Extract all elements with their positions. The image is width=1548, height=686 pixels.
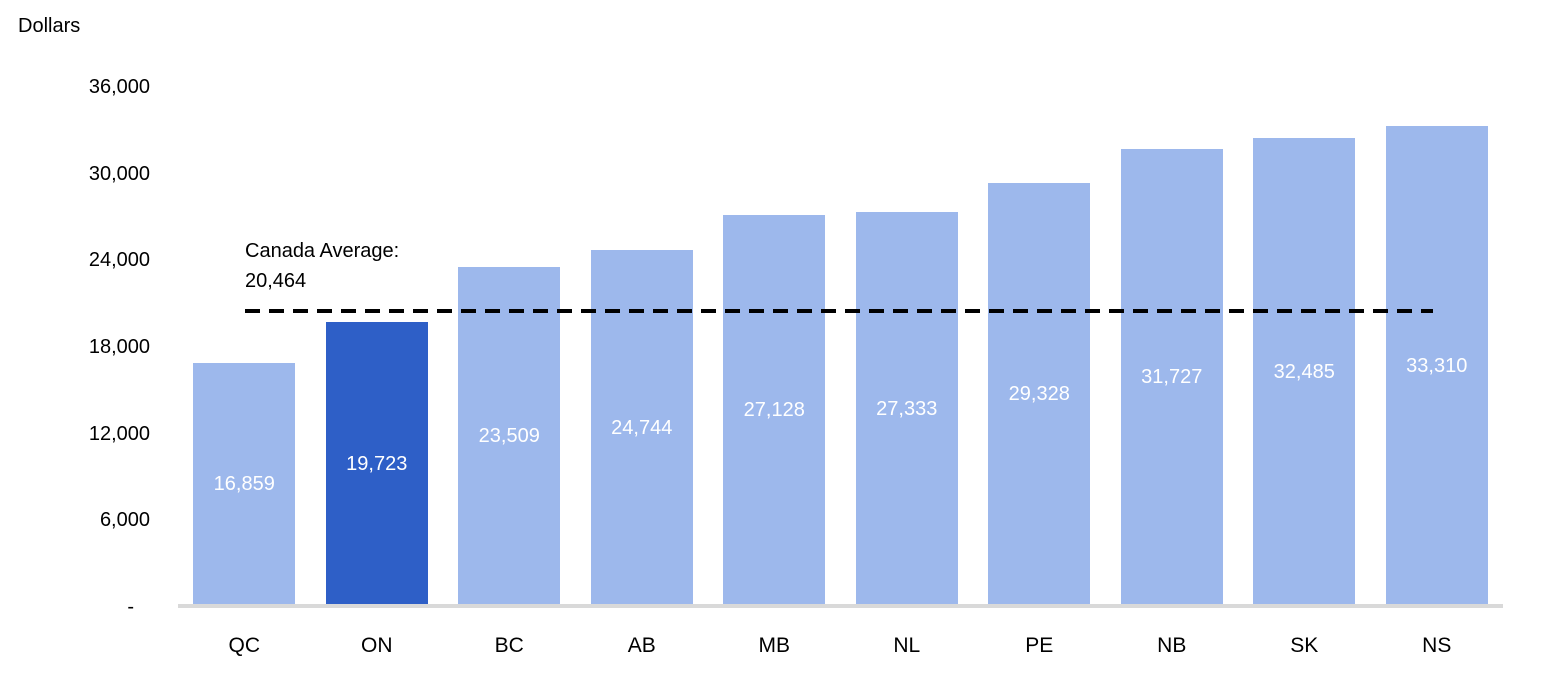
x-axis-label-pe: PE	[1025, 634, 1054, 657]
y-axis-tick-label: 24,000	[88, 249, 150, 272]
bar-bc: 23,509	[458, 267, 561, 607]
bar-pe: 29,328	[988, 183, 1091, 607]
bar-value-label: 31,727	[1141, 366, 1203, 388]
y-axis-tick-label: 18,000	[88, 336, 150, 358]
x-axis-label-nl: NL	[893, 634, 921, 657]
x-axis-line	[178, 604, 1503, 608]
bar-value-label: 27,128	[743, 399, 805, 421]
x-axis-label-ab: AB	[627, 634, 656, 657]
x-axis-label-on: ON	[361, 634, 393, 657]
bar-qc: 16,859	[193, 363, 296, 607]
bar-slot-nl: 27,333 NL	[841, 87, 974, 657]
y-axis: 36,000 30,000 24,000 18,000 12,000 6,000 -	[0, 0, 150, 686]
canada-average-value: 20,464	[245, 270, 307, 292]
bar-value-label: 24,744	[611, 416, 673, 439]
bar-slot-nb: 31,727 NB	[1106, 87, 1239, 657]
bar-value-label: 33,310	[1406, 354, 1468, 377]
canada-average-label: Canada Average:	[245, 240, 400, 262]
y-axis-tick-label: 6,000	[99, 509, 150, 532]
bar-value-label: 19,723	[346, 452, 408, 475]
bar-value-label: 23,509	[478, 425, 540, 447]
bar-ab: 24,744	[590, 250, 693, 607]
bar-value-label: 27,333	[876, 397, 938, 420]
x-axis-label-qc: QC	[228, 634, 261, 657]
bar-slot-bc: 23,509 BC	[443, 87, 576, 657]
x-axis-label-sk: SK	[1290, 634, 1319, 657]
bar-ns: 33,310	[1385, 126, 1488, 607]
x-axis-label-ns: NS	[1422, 634, 1452, 657]
bar-value-label: 29,328	[1008, 383, 1070, 405]
canada-average-annotation: Canada Average: 20,464	[245, 236, 399, 296]
bar-on: 19,723	[325, 322, 428, 607]
bar-nl: 27,333	[855, 212, 958, 607]
y-axis-tick-label: 36,000	[88, 76, 150, 98]
bar-slot-mb: 27,128 MB	[708, 87, 841, 657]
bar-slot-ns: 33,310 NS	[1371, 87, 1504, 657]
bar-nb: 31,727	[1120, 149, 1223, 607]
x-axis-label-nb: NB	[1157, 634, 1187, 657]
bar-value-label: 32,485	[1273, 360, 1335, 383]
y-axis-tick-label: 30,000	[88, 162, 150, 185]
bar-value-label: 16,859	[213, 473, 275, 495]
x-axis-label-bc: BC	[494, 634, 524, 657]
plot-area: 16,859 QC 19,723 ON 23,509 BC 24,744 AB 27,128 MB…	[178, 87, 1504, 657]
bar-slot-on: 19,723 ON	[311, 87, 444, 657]
bar-sk: 32,485	[1253, 138, 1356, 607]
bar-slot-ab: 24,744 AB	[576, 87, 709, 657]
y-axis-tick-label: 12,000	[88, 422, 150, 445]
x-axis-label-mb: MB	[758, 634, 791, 657]
bar-mb: 27,128	[723, 215, 826, 607]
y-axis-tick-label: -	[127, 596, 134, 618]
bar-slot-qc: 16,859 QC	[178, 87, 311, 657]
canada-average-line	[245, 309, 1433, 313]
y-axis-title: Dollars	[18, 15, 81, 37]
bar-slot-pe: 29,328 PE	[973, 87, 1106, 657]
bar-slot-sk: 32,485 SK	[1238, 87, 1371, 657]
